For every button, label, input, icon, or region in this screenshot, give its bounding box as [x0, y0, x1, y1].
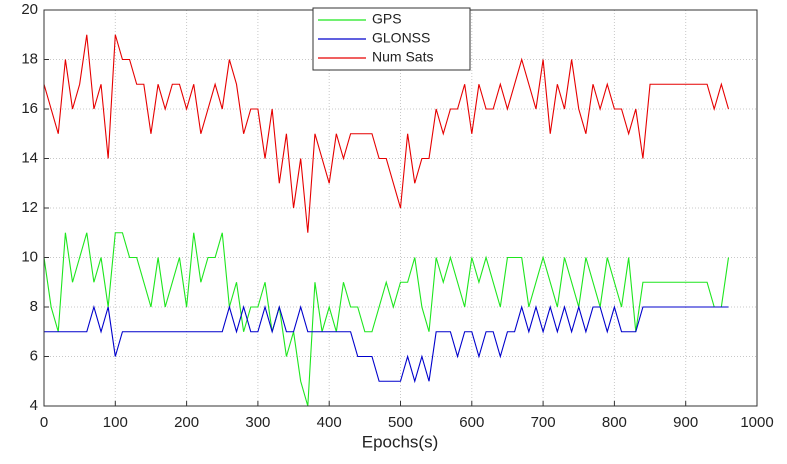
y-tick-label: 6	[30, 347, 38, 364]
x-tick-label: 600	[459, 414, 484, 431]
x-tick-label: 300	[245, 414, 270, 431]
legend-label: Num Sats	[372, 49, 433, 65]
y-tick-label: 14	[21, 149, 38, 166]
y-tick-label: 16	[21, 100, 38, 117]
x-tick-label: 1000	[740, 414, 773, 431]
x-tick-label: 200	[174, 414, 199, 431]
y-tick-label: 10	[21, 248, 38, 265]
legend-label: GLONSS	[372, 30, 430, 46]
series-line	[43, 232, 730, 407]
x-tick-label: 500	[388, 414, 413, 431]
y-tick-label: 12	[21, 199, 38, 216]
series-line	[43, 34, 730, 233]
x-tick-label: 400	[317, 414, 342, 431]
legend-label: GPS	[372, 11, 402, 27]
x-tick-label: 900	[673, 414, 698, 431]
x-tick-label: 800	[602, 414, 627, 431]
series-line	[44, 305, 729, 384]
x-axis-label: Epochs(s)	[362, 432, 439, 451]
y-tick-label: 4	[30, 397, 38, 414]
y-tick-label: 18	[21, 50, 38, 67]
x-tick-label: 700	[531, 414, 556, 431]
x-tick-label: 100	[103, 414, 128, 431]
y-tick-label: 8	[30, 298, 38, 315]
y-tick-label: 20	[21, 1, 38, 18]
x-tick-label: 0	[40, 414, 48, 431]
